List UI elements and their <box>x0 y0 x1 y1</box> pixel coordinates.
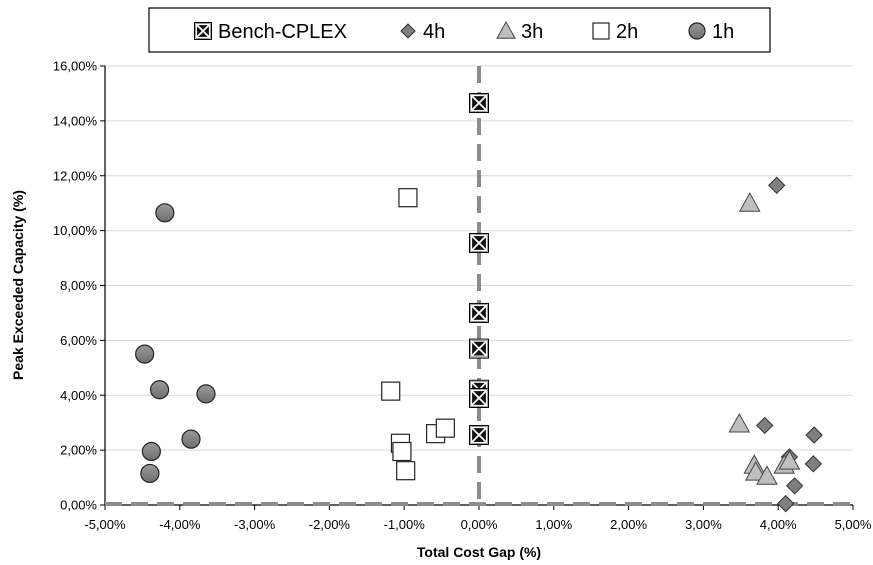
y-axis-title: Peak Exceeded Capacity (%) <box>10 190 26 380</box>
y-tick-label: 14,00% <box>53 113 98 128</box>
data-point-4h <box>776 494 795 513</box>
x-tick-label: 5,00% <box>835 517 872 532</box>
x-tick-label: 1,00% <box>535 517 572 532</box>
data-point-bench-cplex <box>469 387 489 408</box>
x-tick-label: -4,00% <box>159 517 201 532</box>
legend-label-3h: 3h <box>521 21 543 43</box>
legend-marker-4h <box>400 23 416 39</box>
legend-label-2h: 2h <box>616 21 638 43</box>
legend: Bench-CPLEX 4h 3h 2h 1h <box>148 7 771 53</box>
y-tick-label: 16,00% <box>53 59 98 74</box>
data-point-1h <box>196 384 216 404</box>
data-point-4h <box>756 416 774 435</box>
data-point-2h <box>381 381 401 401</box>
x-tick-label: -1,00% <box>384 517 426 532</box>
y-tick-label: 2,00% <box>60 443 97 458</box>
y-tick-label: 10,00% <box>53 223 98 238</box>
y-tick-label: 6,00% <box>60 333 97 348</box>
data-point-2h <box>435 418 455 438</box>
data-point-3h <box>778 450 801 470</box>
legend-marker-2h <box>592 22 610 40</box>
legend-label-bench-cplex: Bench-CPLEX <box>218 21 347 43</box>
data-point-1h <box>140 463 160 484</box>
y-tick-label: 8,00% <box>60 278 97 293</box>
legend-marker-3h <box>496 20 516 39</box>
y-tick-labels: 0,00% 2,00% 4,00% 6,00% 8,00% 10,00% 12,00% 14,… <box>53 59 98 513</box>
data-point-2h <box>392 441 412 462</box>
data-point-bench-cplex <box>469 232 489 253</box>
data-point-bench-cplex <box>469 338 489 359</box>
legend-label-4h: 4h <box>423 21 445 43</box>
y-tick-label: 0,00% <box>60 498 97 513</box>
x-axis-title: Total Cost Gap (%) <box>417 544 541 560</box>
x-tick-label: -5,00% <box>84 517 126 532</box>
legend-box <box>148 7 771 53</box>
data-point-3h <box>738 192 761 212</box>
data-point-4h <box>785 477 804 495</box>
data-point-1h <box>181 429 201 449</box>
x-tick-label: -2,00% <box>309 517 351 532</box>
data-point-1h <box>155 203 175 223</box>
y-tick-label: 4,00% <box>60 388 97 403</box>
data-point-3h <box>744 461 767 481</box>
y-tick-label: 12,00% <box>53 168 98 183</box>
data-point-1h <box>135 344 155 364</box>
data-point-bench-cplex <box>469 425 489 446</box>
data-point-3h <box>728 413 751 433</box>
x-tick-label: 0,00% <box>461 517 498 532</box>
data-point-4h <box>804 455 823 473</box>
x-tick-labels: -5,00% -4,00% -3,00% -2,00% -1,00% 0,00% 1,00%… <box>84 517 871 532</box>
x-tick-label: -3,00% <box>234 517 276 532</box>
legend-label-1h: 1h <box>712 21 734 43</box>
x-tick-label: 4,00% <box>760 517 797 532</box>
data-point-4h <box>767 176 786 195</box>
x-tick-label: 3,00% <box>685 517 722 532</box>
data-point-2h <box>396 461 416 481</box>
data-point-3h <box>756 465 778 485</box>
data-point-bench-cplex <box>469 302 489 323</box>
legend-marker-1h <box>688 22 706 40</box>
data-point-4h <box>805 426 823 444</box>
data-point-1h <box>141 441 161 462</box>
legend-marker-bench-cplex <box>194 22 212 40</box>
data-point-2h <box>398 188 418 208</box>
data-points <box>135 93 823 513</box>
data-point-bench-cplex <box>469 93 489 114</box>
x-tick-label: 2,00% <box>610 517 647 532</box>
data-point-1h <box>150 380 170 400</box>
